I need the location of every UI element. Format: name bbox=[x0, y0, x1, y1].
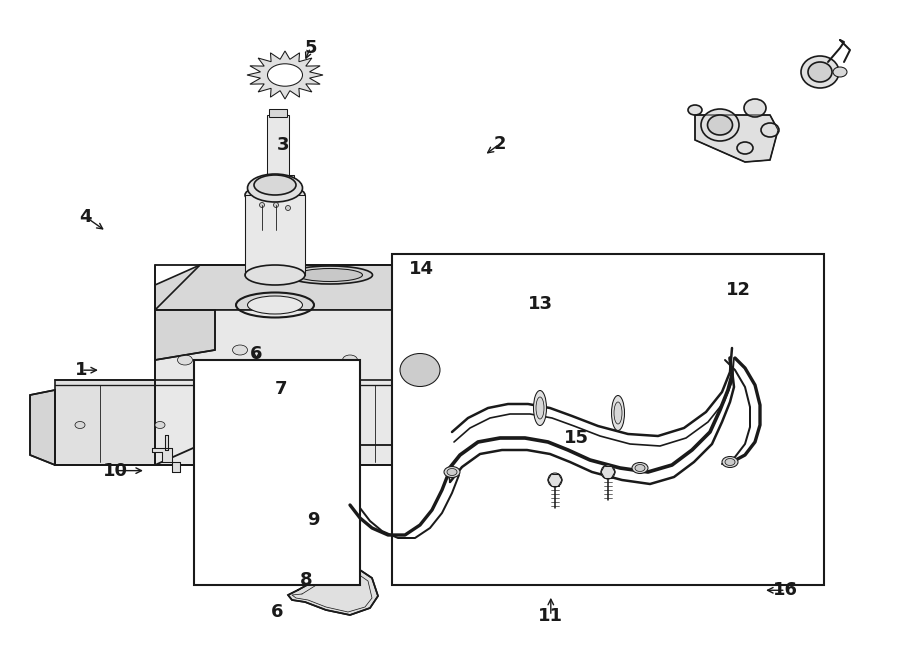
Polygon shape bbox=[155, 295, 575, 465]
Ellipse shape bbox=[274, 202, 278, 208]
Ellipse shape bbox=[514, 478, 526, 486]
Ellipse shape bbox=[554, 472, 566, 480]
Ellipse shape bbox=[444, 467, 460, 477]
Ellipse shape bbox=[707, 115, 733, 135]
Text: 8: 8 bbox=[300, 571, 312, 590]
Text: 15: 15 bbox=[563, 428, 589, 447]
Ellipse shape bbox=[808, 62, 832, 82]
Text: 12: 12 bbox=[725, 280, 751, 299]
Text: 1: 1 bbox=[75, 361, 87, 379]
Ellipse shape bbox=[611, 395, 625, 430]
Ellipse shape bbox=[350, 422, 360, 428]
Ellipse shape bbox=[332, 415, 347, 425]
Ellipse shape bbox=[287, 266, 373, 284]
Text: 7: 7 bbox=[274, 379, 287, 398]
Ellipse shape bbox=[245, 185, 305, 205]
Ellipse shape bbox=[331, 389, 349, 401]
Ellipse shape bbox=[539, 486, 551, 494]
Ellipse shape bbox=[601, 465, 615, 479]
Ellipse shape bbox=[254, 175, 296, 195]
Ellipse shape bbox=[245, 265, 305, 285]
Ellipse shape bbox=[422, 450, 437, 460]
Ellipse shape bbox=[422, 415, 437, 425]
Polygon shape bbox=[695, 115, 778, 162]
Ellipse shape bbox=[231, 389, 249, 401]
Ellipse shape bbox=[322, 516, 338, 528]
Ellipse shape bbox=[548, 473, 562, 487]
Polygon shape bbox=[165, 435, 168, 450]
Ellipse shape bbox=[453, 375, 467, 385]
Text: 2: 2 bbox=[493, 135, 506, 153]
Bar bbox=[194, 360, 360, 585]
Text: 14: 14 bbox=[409, 260, 434, 278]
Bar bbox=[262, 175, 294, 187]
Polygon shape bbox=[155, 265, 575, 310]
Ellipse shape bbox=[801, 56, 839, 88]
Text: 16: 16 bbox=[773, 581, 798, 600]
Text: 6: 6 bbox=[250, 344, 263, 363]
Polygon shape bbox=[155, 310, 215, 360]
Ellipse shape bbox=[688, 105, 702, 115]
Ellipse shape bbox=[392, 348, 447, 393]
Ellipse shape bbox=[343, 355, 357, 365]
Ellipse shape bbox=[632, 463, 648, 473]
Ellipse shape bbox=[155, 422, 165, 428]
Polygon shape bbox=[288, 570, 378, 615]
Ellipse shape bbox=[259, 202, 265, 208]
Ellipse shape bbox=[336, 393, 344, 397]
Polygon shape bbox=[55, 380, 455, 465]
Bar bbox=[267, 115, 289, 177]
Ellipse shape bbox=[267, 64, 302, 86]
Ellipse shape bbox=[701, 109, 739, 141]
Polygon shape bbox=[30, 390, 55, 465]
Ellipse shape bbox=[236, 393, 244, 397]
Ellipse shape bbox=[833, 67, 847, 77]
Bar bbox=[269, 109, 287, 117]
Polygon shape bbox=[152, 448, 180, 472]
Ellipse shape bbox=[177, 355, 193, 365]
Ellipse shape bbox=[472, 325, 488, 335]
Ellipse shape bbox=[285, 206, 291, 210]
Bar bbox=[245, 195, 305, 275]
Ellipse shape bbox=[298, 268, 363, 282]
Ellipse shape bbox=[248, 174, 302, 202]
Bar bbox=[392, 254, 824, 585]
Polygon shape bbox=[530, 295, 575, 465]
Polygon shape bbox=[500, 455, 575, 515]
Ellipse shape bbox=[737, 142, 753, 154]
Ellipse shape bbox=[447, 469, 457, 475]
Ellipse shape bbox=[475, 266, 505, 278]
Text: 11: 11 bbox=[538, 607, 563, 625]
Text: 3: 3 bbox=[277, 136, 290, 155]
Text: 13: 13 bbox=[527, 295, 553, 313]
Ellipse shape bbox=[722, 457, 738, 467]
Ellipse shape bbox=[761, 123, 779, 137]
Polygon shape bbox=[247, 51, 323, 99]
Ellipse shape bbox=[235, 422, 245, 428]
Ellipse shape bbox=[614, 402, 622, 424]
Ellipse shape bbox=[744, 99, 766, 117]
Text: 5: 5 bbox=[304, 38, 317, 57]
Polygon shape bbox=[290, 475, 350, 540]
Text: 4: 4 bbox=[79, 208, 92, 226]
Ellipse shape bbox=[248, 296, 302, 314]
Ellipse shape bbox=[313, 491, 331, 505]
Text: 9: 9 bbox=[307, 511, 320, 529]
Text: 6: 6 bbox=[271, 603, 283, 621]
Ellipse shape bbox=[400, 354, 440, 387]
Text: 10: 10 bbox=[103, 461, 128, 480]
Ellipse shape bbox=[536, 397, 544, 419]
Ellipse shape bbox=[232, 395, 248, 405]
Ellipse shape bbox=[232, 345, 248, 355]
Ellipse shape bbox=[75, 422, 85, 428]
Ellipse shape bbox=[725, 459, 735, 465]
Ellipse shape bbox=[534, 391, 546, 426]
Ellipse shape bbox=[635, 465, 645, 471]
Ellipse shape bbox=[283, 445, 298, 455]
